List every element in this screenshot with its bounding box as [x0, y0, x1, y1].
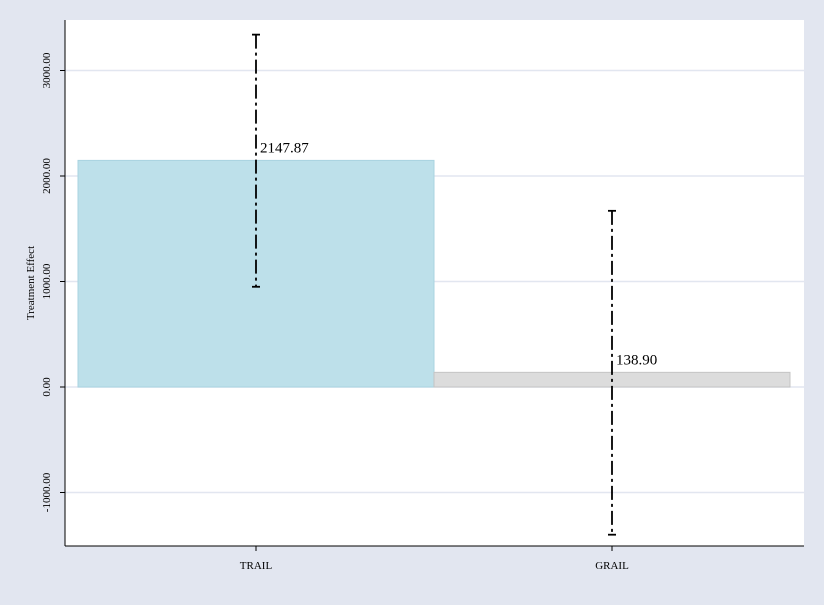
data-labels: 2147.87 138.90	[260, 140, 657, 368]
y-tick-label: 2000.00	[41, 158, 53, 194]
data-label-grail: 138.90	[616, 352, 657, 368]
y-tick-label: 3000.00	[41, 52, 53, 88]
y-axis-title: Treatment Effect	[25, 246, 37, 320]
x-tick-label: GRAIL	[595, 560, 629, 572]
y-tick-label: 0.00	[41, 377, 53, 397]
y-tick-label: -1000.00	[41, 472, 53, 512]
error-bars	[252, 33, 616, 536]
y-tick-label: 1000.00	[41, 263, 53, 299]
axes: -1000.00 0.00 1000.00 2000.00 3000.00 TRAIL GR…	[41, 20, 804, 572]
x-tick-label: TRAIL	[240, 560, 273, 572]
data-label-trail: 2147.87	[260, 140, 309, 156]
